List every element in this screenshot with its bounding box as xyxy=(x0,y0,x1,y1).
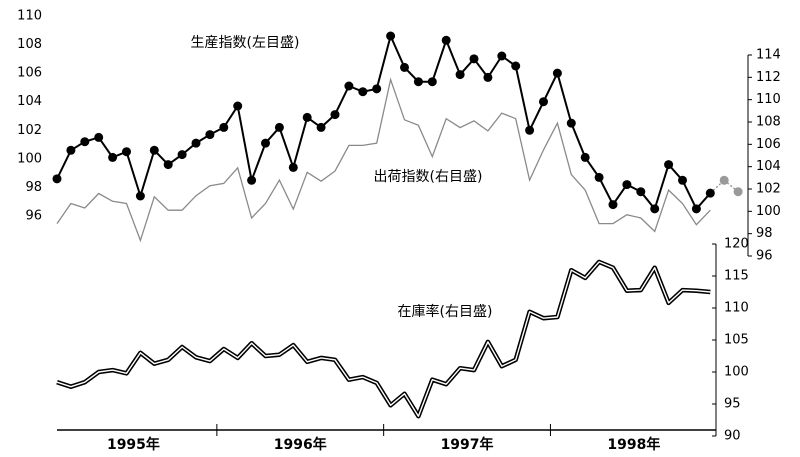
marker xyxy=(66,145,76,155)
x-tick-label: 1998年 xyxy=(607,436,660,453)
marker xyxy=(525,125,535,135)
marker xyxy=(372,84,382,94)
marker xyxy=(330,110,340,120)
marker xyxy=(219,122,229,132)
marker xyxy=(413,77,423,87)
marker xyxy=(302,112,312,122)
marker xyxy=(247,175,257,185)
marker xyxy=(386,31,396,41)
marker xyxy=(650,204,660,214)
tick-label: 105 xyxy=(724,333,749,348)
tick-label: 108 xyxy=(756,115,781,130)
tick-label: 102 xyxy=(756,182,781,197)
marker xyxy=(566,118,576,128)
marker xyxy=(135,191,145,201)
marker xyxy=(441,35,451,45)
tick-label: 106 xyxy=(756,137,781,152)
series-label: 在庫率(右目盛) xyxy=(398,303,493,320)
marker xyxy=(149,145,159,155)
forecast-marker xyxy=(719,175,729,185)
marker xyxy=(205,130,215,140)
marker xyxy=(163,160,173,170)
tick-label: 100 xyxy=(756,204,781,219)
series-label: 出荷指数(右目盛) xyxy=(374,169,483,185)
marker xyxy=(344,81,354,91)
tick-label: 108 xyxy=(17,37,42,52)
marker xyxy=(233,101,243,111)
forecast-line xyxy=(723,179,739,193)
marker xyxy=(400,62,409,72)
tick-label: 115 xyxy=(724,269,749,284)
series-label: 生産指数(左目盛) xyxy=(191,35,300,51)
tick-label: 110 xyxy=(17,9,42,24)
forecast-marker xyxy=(733,187,743,197)
x-tick-label: 1996年 xyxy=(274,436,327,453)
marker xyxy=(261,138,270,148)
tick-label: 96 xyxy=(25,209,42,224)
marker xyxy=(52,174,62,184)
marker xyxy=(288,162,298,172)
marker xyxy=(539,97,548,107)
x-tick-label: 1995年 xyxy=(107,436,160,453)
tick-label: 96 xyxy=(756,249,773,264)
tick-label: 98 xyxy=(25,180,42,195)
x-tick-label: 1997年 xyxy=(441,436,494,453)
tick-label: 110 xyxy=(724,301,749,316)
marker xyxy=(594,172,604,182)
marker xyxy=(427,77,437,87)
series-line-inner xyxy=(56,261,711,417)
marker xyxy=(191,138,201,148)
marker xyxy=(80,137,90,147)
marker xyxy=(691,204,701,214)
tick-label: 100 xyxy=(724,365,749,380)
tick-label: 110 xyxy=(756,92,781,107)
tick-label: 104 xyxy=(17,94,42,109)
tick-label: 90 xyxy=(724,429,741,444)
marker xyxy=(316,122,326,132)
marker xyxy=(455,70,465,80)
marker xyxy=(122,147,131,157)
marker xyxy=(511,61,521,71)
tick-label: 100 xyxy=(17,151,42,166)
tick-label: 98 xyxy=(756,226,773,241)
marker xyxy=(580,152,590,162)
tick-label: 112 xyxy=(756,70,781,85)
tick-label: 104 xyxy=(756,159,781,174)
marker xyxy=(636,187,646,197)
marker xyxy=(274,122,284,132)
tick-label: 120 xyxy=(724,237,749,252)
marker xyxy=(469,54,479,64)
marker xyxy=(664,160,674,170)
marker xyxy=(678,175,687,185)
marker xyxy=(358,87,368,97)
marker xyxy=(108,152,118,162)
marker xyxy=(622,180,632,190)
tick-label: 95 xyxy=(724,397,741,412)
series-line xyxy=(56,77,711,243)
marker xyxy=(497,51,507,61)
marker xyxy=(94,132,104,142)
tick-label: 106 xyxy=(17,66,42,81)
marker xyxy=(608,200,618,210)
marker xyxy=(552,68,562,78)
marker xyxy=(177,150,187,160)
forecast-connector xyxy=(709,179,725,194)
tick-label: 114 xyxy=(756,48,781,63)
tick-label: 102 xyxy=(17,123,42,138)
marker xyxy=(483,72,493,82)
marker xyxy=(705,188,715,198)
